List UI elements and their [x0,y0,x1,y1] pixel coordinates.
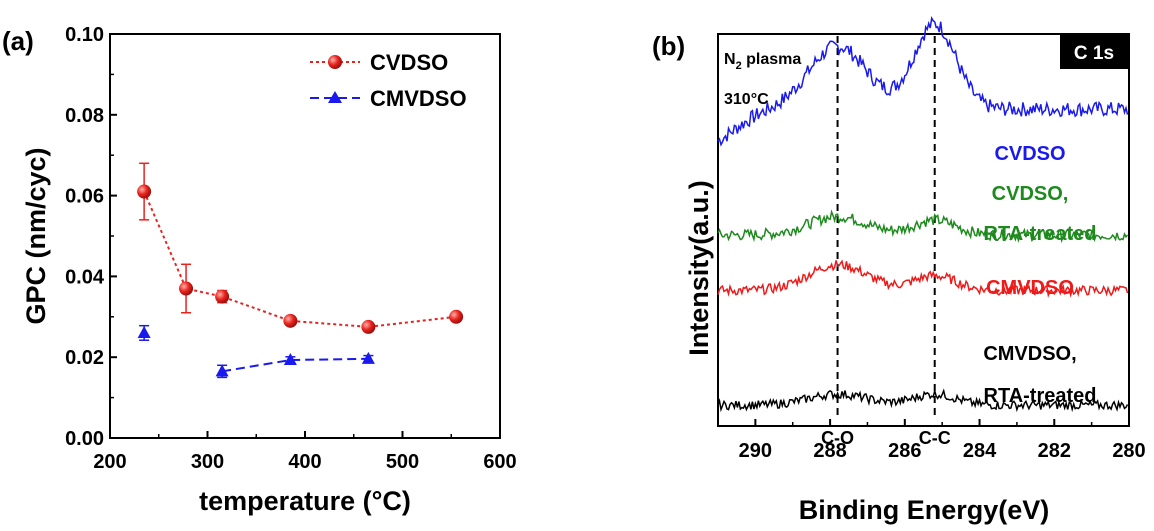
legend-label-cmvdso: CMVDSO [370,86,467,111]
x-tick-label: 300 [191,451,224,473]
panel-b-chart: (b) C 1s N2 plasma 310°C C-O C-C CVDSOCVD… [652,15,1146,525]
data-point-cvdso [215,289,230,304]
temperature-annotation: 310°C [724,91,769,108]
gas-annotation-main: N [724,51,736,68]
panel-b-y-axis-label: Intensity(a.u.) [684,180,714,356]
spectrum-2 [717,259,1129,299]
panel-a-x-axis-label: temperature (°C) [199,486,411,516]
panel-a-series [137,162,464,379]
gas-annotation: N2 plasma [724,51,801,72]
spectrum-3 [717,388,1129,413]
panel-a-x-ticks: 200 300 400 500 600 [93,431,517,473]
series-label-1-line2: RTA-treated [984,223,1097,245]
panel-b-x-ticks: 290 288 286 284 282 280 [717,419,1146,462]
legend-marker-cmvdso [328,91,342,103]
series-label-1: CVDSO, [992,183,1069,205]
series-label-3-line2: RTA-treated [984,385,1097,407]
y-tick-label: 0.06 [65,186,104,208]
legend-label-cvdso: CVDSO [370,50,448,75]
series-line-cmvdso [221,357,369,373]
y-tick-label: 0.08 [65,105,104,127]
data-point-cvdso [283,313,298,328]
x-tick-label: 200 [93,451,126,473]
peak-label-c-o: C-O [821,428,854,448]
panel-a-y-axis-label: GPC (nm/cyc) [21,147,51,324]
x-tick-label: 286 [888,440,921,462]
data-point-cmvdso [137,325,151,338]
c1s-badge [1060,35,1128,69]
panel-a-y-ticks: 0.00 0.02 0.04 0.06 0.08 0.10 [65,24,117,450]
data-point-cmvdso [361,351,375,364]
x-tick-label: 400 [288,451,321,473]
y-tick-label: 0.04 [65,266,105,288]
series-label-3: CMVDSO, [983,343,1076,365]
data-point-cvdso [361,319,376,334]
panel-a-label: (a) [2,26,34,56]
data-point-cmvdso [283,353,297,366]
y-tick-label: 0.10 [65,24,104,46]
legend-marker-cvdso [328,55,342,69]
x-tick-label: 500 [386,451,419,473]
x-tick-label: 284 [963,440,997,462]
series-line-cvdso [143,191,457,328]
panel-b-series-labels: CVDSO CVDSO, RTA-treated CMVDSO CMVDSO, RTA-t… [983,143,1096,407]
y-tick-label: 0.02 [65,347,104,369]
data-point-cmvdso [215,364,229,377]
series-label-0: CVDSO [994,143,1065,165]
data-point-cvdso [179,281,194,296]
x-tick-label: 282 [1038,440,1071,462]
x-tick-label: 290 [739,440,772,462]
x-tick-label: 288 [813,440,846,462]
panel-a-chart: (a) 0.00 0.02 0.04 0.06 0.08 0.10 200 300 400 50… [2,24,517,516]
peak-label-c-c: C-C [919,428,951,448]
panel-b-series [717,15,1129,413]
spectrum-1 [717,209,1129,244]
panel-b-x-axis-label: Binding Energy(eV) [799,495,1050,525]
series-label-2: CMVDSO [986,277,1074,299]
panel-b-label: (b) [652,31,685,61]
panel-b-frame [717,33,1130,427]
data-point-cvdso [137,184,152,199]
panel-a-legend: CVDSO CMVDSO [310,50,467,111]
y-tick-label: 0.00 [65,428,104,450]
gas-annotation-subscript: 2 [736,60,742,72]
data-point-cvdso [449,309,464,324]
x-tick-label: 600 [483,451,516,473]
x-tick-label: 280 [1112,440,1145,462]
spectrum-0 [717,15,1129,147]
c1s-badge-text: C 1s [1074,43,1114,64]
peak-markers: C-O C-C [821,36,951,448]
gas-annotation-rest: plasma [742,51,802,68]
